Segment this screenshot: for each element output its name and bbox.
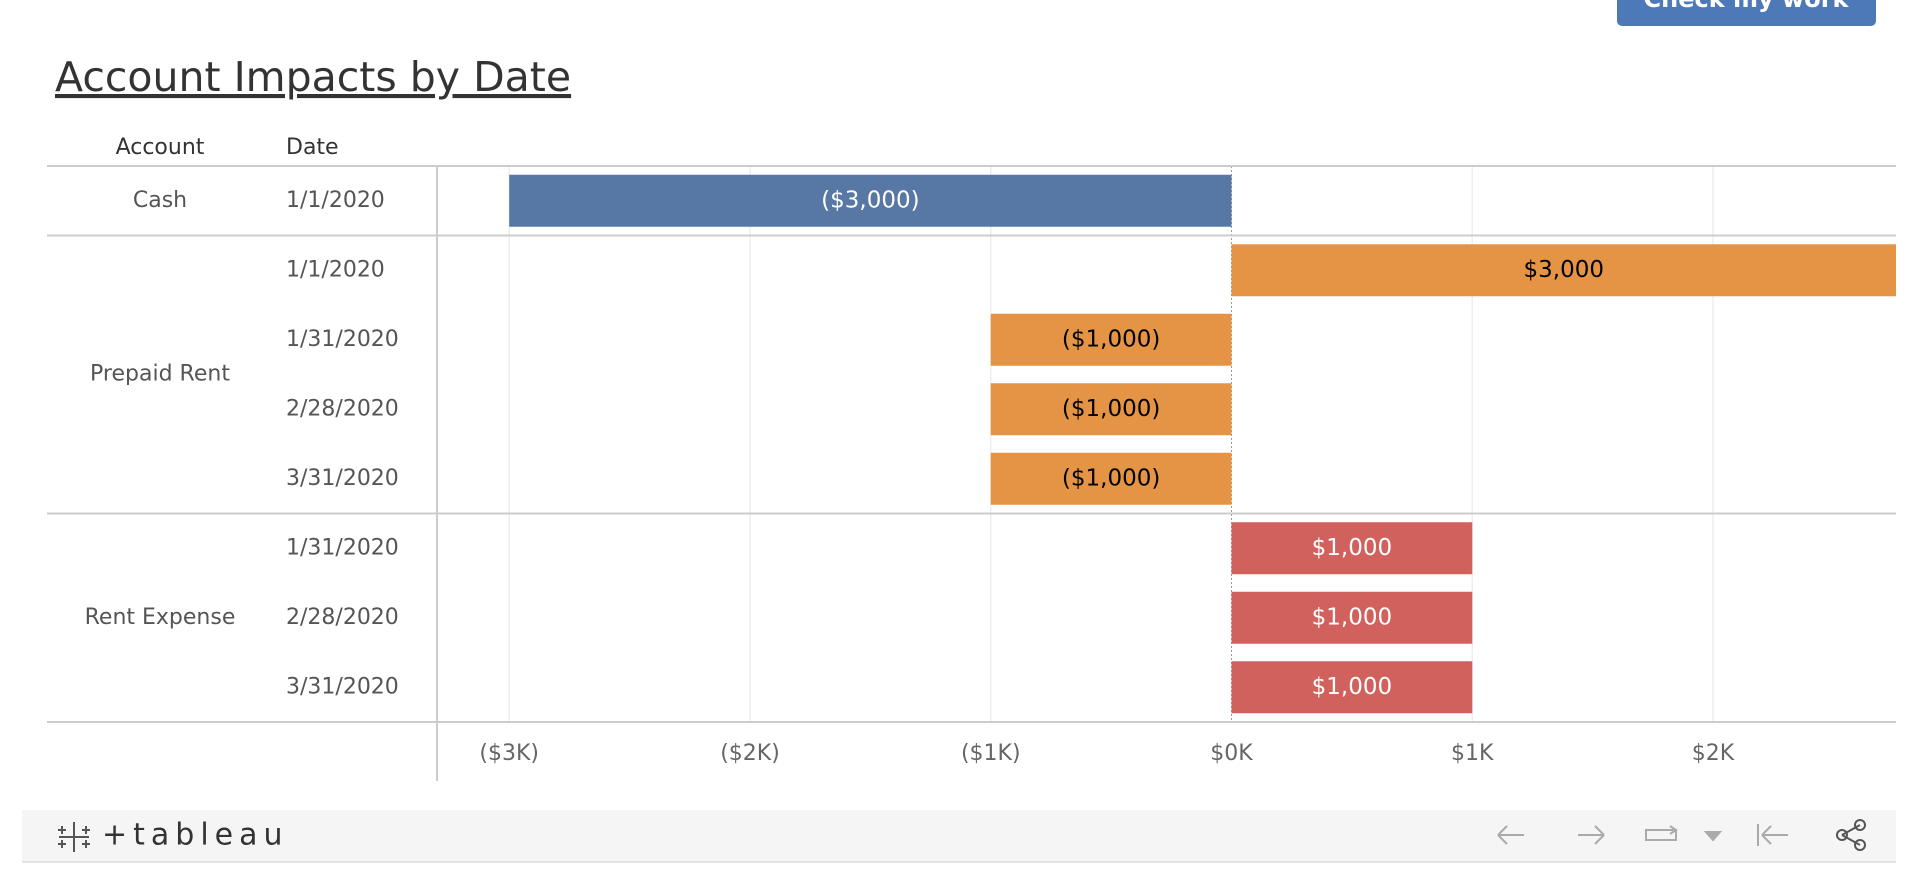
date-label: 3/31/2020: [286, 674, 399, 699]
value-label: ($1,000): [1062, 396, 1160, 422]
bar: [990, 383, 1232, 436]
date-label: 2/28/2020: [286, 396, 399, 421]
value-label: $3,000: [1524, 257, 1604, 283]
tableau-icon: [58, 822, 90, 852]
bar: [1231, 522, 1473, 575]
x-tick-label: ($2K): [720, 741, 780, 766]
bar: [990, 313, 1232, 366]
value-label: $1,000: [1312, 604, 1392, 630]
x-tick-label: $2K: [1692, 741, 1735, 766]
bar: [1231, 591, 1473, 644]
row-header: Account: [116, 135, 205, 160]
value-label: $1,000: [1312, 535, 1392, 561]
check-button[interactable]: [1617, 0, 1876, 26]
x-tick-label: $1K: [1451, 741, 1494, 766]
value-label: ($3,000): [821, 187, 919, 213]
undo-icon[interactable]: [1497, 825, 1524, 845]
bar: [1231, 661, 1473, 714]
bar: [990, 452, 1232, 505]
date-label: 1/31/2020: [286, 327, 399, 352]
x-tick-label: $0K: [1210, 741, 1253, 766]
toolbar-icons: [1497, 819, 1866, 851]
tableau-brand: +tableau: [102, 818, 289, 853]
toolbar: [22, 810, 1896, 862]
account-label: Prepaid Rent: [90, 362, 230, 387]
reset-icon[interactable]: [1757, 824, 1788, 846]
revert-icon[interactable]: [1645, 825, 1678, 841]
date-label: 1/1/2020: [286, 188, 385, 213]
date-label: 1/31/2020: [286, 535, 399, 560]
account-label: Rent Expense: [85, 605, 236, 630]
account-label: Cash: [133, 188, 187, 213]
date-label: 1/1/2020: [286, 257, 385, 282]
bar: [1231, 244, 1896, 297]
x-tick-label: ($1K): [961, 741, 1021, 766]
check-button-label[interactable]: Check my work: [1644, 0, 1850, 13]
row-header: Date: [286, 135, 339, 160]
chart-title: Account Impacts by Date: [55, 53, 571, 101]
date-label: 3/31/2020: [286, 466, 399, 491]
bar: [509, 174, 1232, 227]
value-label: $1,000: [1312, 674, 1392, 700]
value-label: ($1,000): [1062, 465, 1160, 491]
share-icon[interactable]: [1841, 824, 1861, 846]
x-tick-label: ($3K): [479, 741, 539, 766]
dropdown-icon[interactable]: [1703, 831, 1723, 842]
redo-icon[interactable]: [1578, 825, 1605, 845]
value-label: ($1,000): [1062, 326, 1160, 352]
date-label: 2/28/2020: [286, 605, 399, 630]
